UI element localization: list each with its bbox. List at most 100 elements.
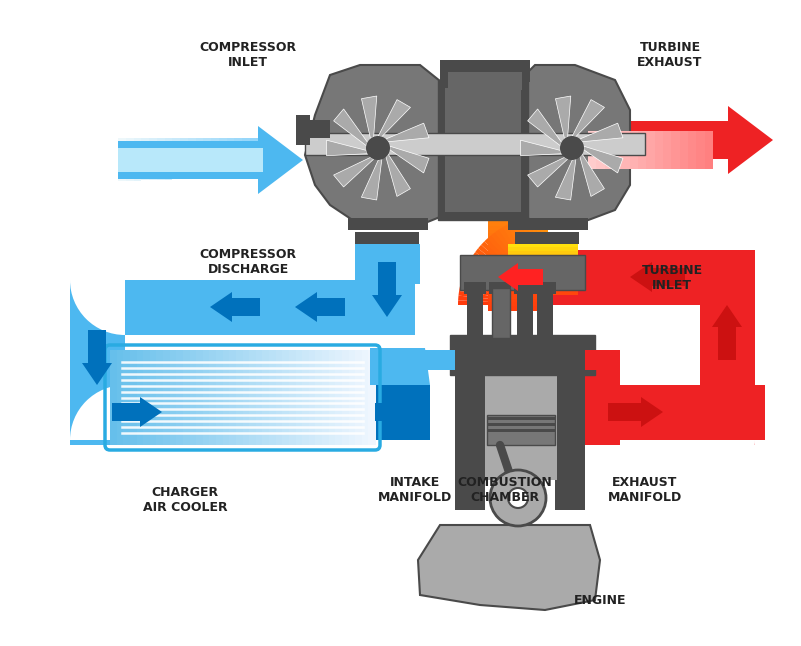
Bar [150,350,157,445]
Polygon shape [705,131,713,169]
Bar [316,350,323,445]
Bar [143,350,151,445]
Bar [508,254,578,258]
Text: ENGINE: ENGINE [574,594,626,607]
Polygon shape [390,146,429,173]
Bar [336,350,342,445]
Polygon shape [386,154,410,196]
Polygon shape [588,106,773,174]
Bar [488,306,548,311]
Bar [455,370,485,510]
Polygon shape [488,235,510,260]
Polygon shape [172,138,180,179]
Bar [276,350,283,445]
Polygon shape [588,131,596,169]
Bar [488,264,548,268]
Bar [488,241,548,245]
Polygon shape [712,305,742,360]
Bar [438,80,528,220]
Polygon shape [149,138,157,180]
Bar [229,350,236,445]
Bar [508,274,578,278]
Polygon shape [418,525,600,610]
Polygon shape [375,397,430,427]
Bar [136,350,143,445]
Polygon shape [630,262,685,292]
Circle shape [366,136,390,160]
Bar [534,282,556,294]
Bar [488,298,548,303]
Polygon shape [473,252,500,273]
Polygon shape [663,131,671,169]
Polygon shape [465,264,494,280]
Polygon shape [580,123,623,141]
Bar [362,350,369,445]
Bar [348,350,356,445]
Bar [488,279,548,284]
Text: COMBUSTION
CHAMBER: COMBUSTION CHAMBER [457,476,553,504]
Polygon shape [461,277,491,289]
Text: EXHAUST
MANIFOLD: EXHAUST MANIFOLD [608,476,682,504]
Bar [485,370,557,480]
Bar [508,280,578,284]
Bar [488,275,548,280]
Bar [328,350,336,445]
Polygon shape [572,99,605,136]
Bar [420,350,455,370]
Polygon shape [157,138,164,180]
Bar [302,120,330,138]
Bar [565,385,765,440]
Polygon shape [118,126,303,194]
Bar [450,335,595,375]
Bar [183,350,190,445]
Polygon shape [126,138,134,181]
Polygon shape [481,242,505,265]
Bar [488,287,548,291]
Polygon shape [646,131,654,169]
Bar [256,350,263,445]
Polygon shape [361,96,376,139]
Polygon shape [361,160,382,200]
Bar [296,350,303,445]
Polygon shape [608,397,663,427]
Bar [488,218,548,222]
Polygon shape [613,131,622,169]
Bar [508,277,578,281]
Polygon shape [118,138,126,181]
Wedge shape [70,385,125,440]
Bar [492,290,508,340]
Text: COMPRESSOR
INLET: COMPRESSOR INLET [199,41,296,69]
Polygon shape [580,154,605,196]
Bar [355,244,420,284]
Polygon shape [265,138,273,176]
Bar [515,232,579,244]
Bar [488,214,548,218]
Bar [517,290,533,340]
Polygon shape [458,296,489,302]
Polygon shape [333,158,373,187]
Bar [488,291,548,295]
Polygon shape [459,286,489,296]
Bar [488,203,548,207]
Polygon shape [528,109,562,145]
Polygon shape [543,215,548,245]
Polygon shape [187,138,195,179]
Bar [70,280,125,335]
Bar [95,280,415,335]
Bar [209,350,216,445]
Polygon shape [134,138,141,180]
Bar [263,350,269,445]
Polygon shape [327,140,368,156]
Bar [448,72,522,90]
Polygon shape [295,292,345,322]
Polygon shape [370,348,430,385]
Bar [488,268,548,272]
Polygon shape [511,221,526,250]
Bar [489,282,511,294]
Bar [508,257,578,261]
Polygon shape [475,248,501,270]
Bar [490,250,755,305]
Polygon shape [458,291,489,298]
Polygon shape [638,131,646,169]
Bar [508,284,578,288]
